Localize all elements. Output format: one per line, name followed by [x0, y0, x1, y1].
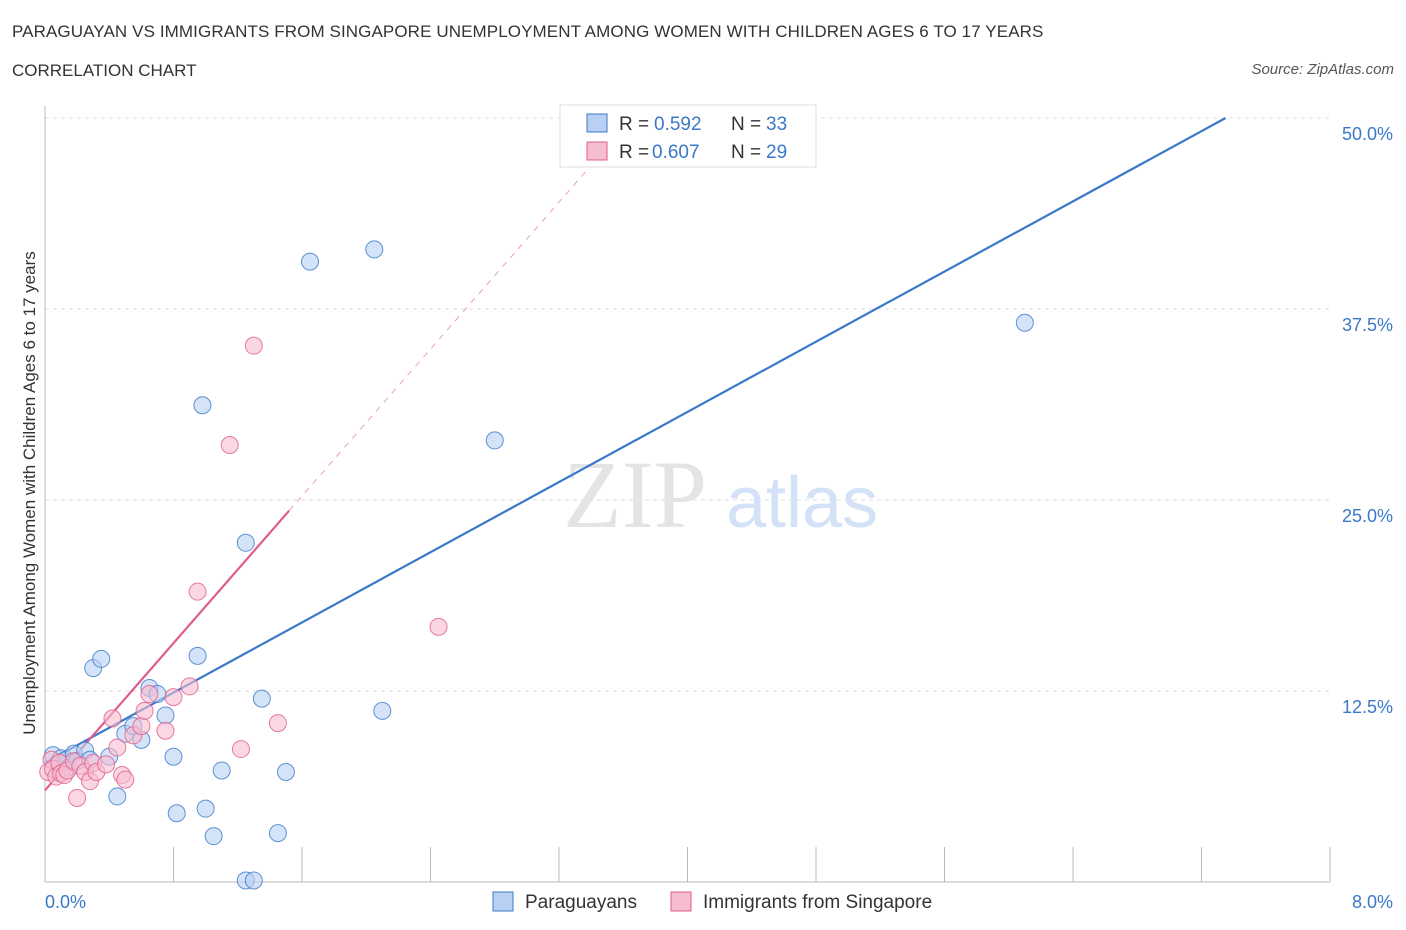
point-singapore — [164, 688, 183, 707]
point-paraguayans — [164, 747, 183, 766]
point-singapore — [116, 770, 135, 789]
point-singapore — [108, 738, 127, 757]
point-paraguayans — [188, 646, 207, 665]
point-paraguayans — [193, 396, 212, 415]
stats-r-label: R = — [619, 142, 649, 163]
legend-label-singapore: Immigrants from Singapore — [703, 892, 932, 913]
point-paraguayans — [236, 533, 255, 552]
point-singapore — [188, 582, 207, 601]
watermark-atlas: atlas — [726, 463, 878, 543]
point-paraguayans — [365, 240, 384, 259]
point-paraguayans — [156, 706, 175, 725]
point-singapore — [429, 617, 448, 636]
point-singapore — [132, 717, 151, 736]
point-singapore — [135, 701, 154, 720]
source-credit: Source: ZipAtlas.com — [1251, 61, 1394, 78]
stats-n-label: N = — [731, 142, 761, 163]
point-paraguayans — [485, 431, 504, 450]
series-legend: Paraguayans Immigrants from Singapore — [492, 891, 932, 913]
point-paraguayans — [244, 871, 263, 890]
stats-swatch-paraguayans — [586, 113, 608, 133]
x-tick-label: 0.0% — [45, 892, 86, 912]
point-singapore — [268, 714, 287, 733]
y-tick-label: 25.0% — [1342, 506, 1393, 526]
y-tick-label: 37.5% — [1342, 315, 1393, 335]
point-paraguayans — [204, 827, 223, 846]
point-paraguayans — [276, 762, 295, 781]
point-paraguayans — [373, 701, 392, 720]
x-tick-label: 8.0% — [1352, 892, 1393, 912]
grid-lines — [45, 117, 1330, 692]
axes — [44, 106, 1331, 883]
point-paraguayans — [212, 761, 231, 780]
stats-r-value: 0.592 — [654, 114, 702, 135]
legend-swatch-paraguayans — [492, 891, 514, 912]
point-paraguayans — [167, 804, 186, 823]
y-tick-label: 12.5% — [1342, 697, 1393, 717]
point-singapore — [180, 677, 199, 696]
stats-r-label: R = — [619, 114, 649, 135]
chart-title: PARAGUAYAN VS IMMIGRANTS FROM SINGAPORE … — [12, 22, 1044, 41]
point-paraguayans — [301, 252, 320, 271]
legend-label-paraguayans: Paraguayans — [525, 892, 637, 913]
y-tick-label: 50.0% — [1342, 124, 1393, 144]
point-singapore — [220, 435, 239, 454]
point-singapore — [103, 709, 122, 728]
point-singapore — [156, 721, 175, 740]
point-singapore — [140, 685, 159, 704]
point-paraguayans — [268, 824, 287, 843]
stats-legend: R = 0.592 N = 33 R = 0.607 N = 29 — [559, 104, 817, 168]
data-points — [39, 240, 1034, 890]
point-singapore — [244, 336, 263, 355]
point-paraguayans — [1015, 313, 1034, 332]
point-singapore — [97, 755, 116, 774]
fit-line-extension — [288, 155, 600, 512]
tick-labels: 12.5% 25.0% 37.5% 50.0% 0.0% 8.0% — [45, 124, 1393, 912]
watermark-zip: ZIP — [563, 441, 707, 548]
stats-n-value: 29 — [766, 142, 787, 163]
stats-n-value: 33 — [766, 114, 787, 135]
point-paraguayans — [92, 649, 111, 668]
point-paraguayans — [252, 689, 271, 708]
stats-n-label: N = — [731, 114, 761, 135]
watermark: ZIP atlas — [563, 441, 878, 548]
point-paraguayans — [196, 799, 215, 818]
fit-line-paraguayans — [44, 117, 1227, 764]
chart-subtitle: CORRELATION CHART — [12, 61, 197, 80]
point-singapore — [68, 788, 87, 807]
point-paraguayans — [108, 787, 127, 806]
stats-swatch-singapore — [586, 141, 608, 161]
point-singapore — [231, 740, 250, 759]
y-axis-label: Unemployment Among Women with Children A… — [20, 251, 39, 735]
legend-swatch-singapore — [670, 891, 692, 912]
stats-r-value: 0.607 — [652, 142, 700, 163]
